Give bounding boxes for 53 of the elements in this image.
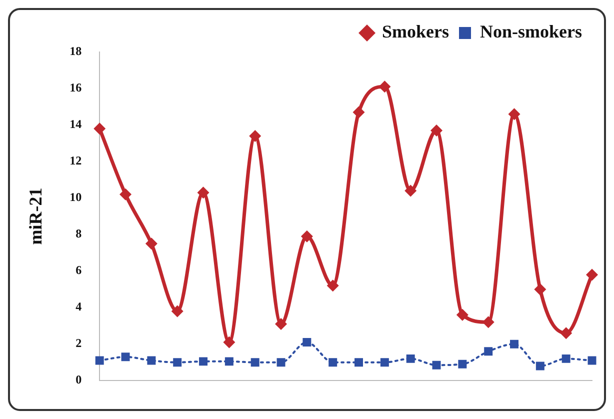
y-tick-label: 18 [70, 44, 82, 58]
point [482, 316, 494, 328]
y-tick-label: 16 [70, 80, 82, 95]
legend-label: Smokers [382, 22, 450, 42]
y-axis-title: miR-21 [25, 188, 46, 245]
y-tick-label: 10 [70, 190, 82, 204]
point [354, 358, 363, 367]
point [302, 338, 312, 347]
point [456, 308, 468, 321]
point [458, 360, 467, 368]
point [352, 106, 365, 118]
y-tick-label: 2 [76, 336, 82, 350]
y-tick-label: 14 [70, 117, 82, 132]
point [560, 327, 572, 340]
point [120, 188, 132, 200]
point [145, 238, 158, 250]
point [94, 122, 106, 135]
y-tick-label: 8 [76, 226, 82, 241]
point [430, 124, 443, 136]
point [588, 356, 596, 365]
point [404, 184, 417, 197]
point [328, 358, 338, 367]
point [534, 283, 546, 296]
point [197, 186, 210, 199]
point [249, 130, 262, 142]
point [223, 336, 236, 348]
point [432, 360, 441, 370]
point [510, 340, 518, 348]
point [326, 280, 339, 292]
point [380, 358, 389, 367]
point [562, 354, 570, 363]
y-tick-label: 4 [76, 300, 82, 314]
point [406, 354, 415, 363]
point [536, 362, 544, 370]
point [173, 358, 182, 367]
point [586, 268, 598, 281]
point [300, 230, 313, 242]
point [276, 358, 286, 367]
point [224, 357, 234, 366]
point [484, 347, 493, 356]
y-tick-label: 0 [76, 372, 82, 387]
point [121, 352, 130, 362]
point [199, 357, 208, 366]
point [250, 358, 260, 367]
point [275, 318, 288, 330]
point [171, 305, 184, 318]
y-tick-label: 6 [76, 263, 82, 278]
point [147, 356, 156, 365]
point [508, 108, 520, 120]
legend-label: Non-smokers [480, 22, 582, 42]
y-tick-label: 12 [70, 154, 82, 168]
point [378, 80, 391, 93]
point [95, 356, 104, 365]
